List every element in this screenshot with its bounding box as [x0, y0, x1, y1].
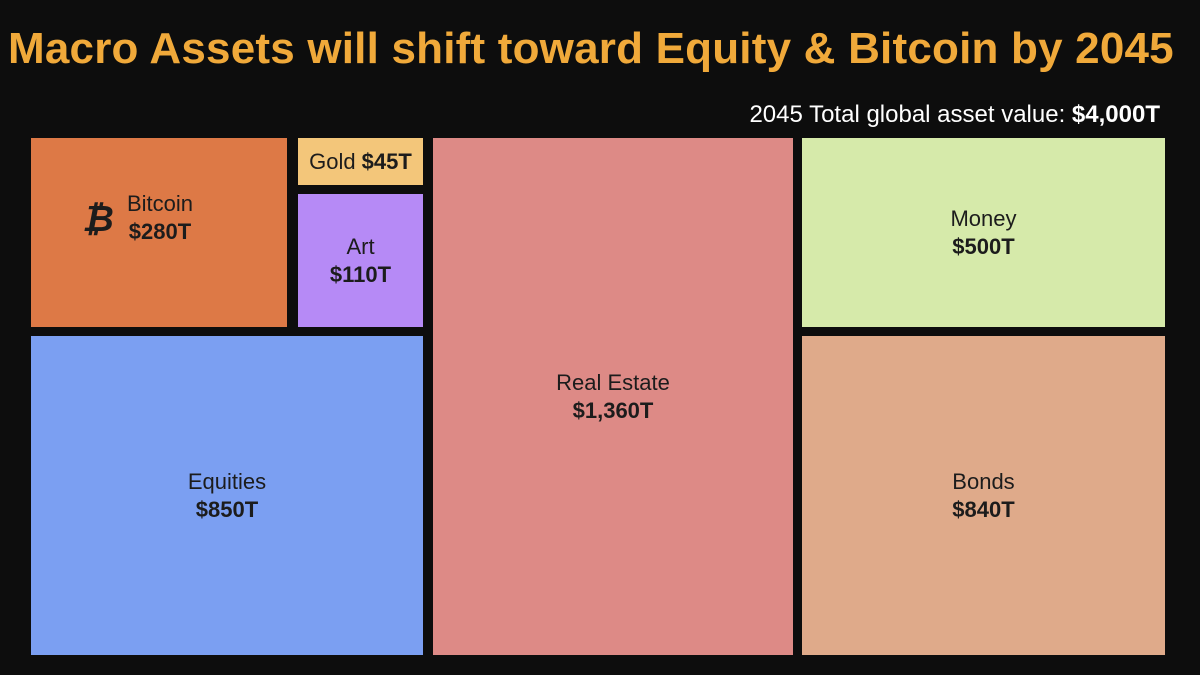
total-value: $4,000T [1071, 101, 1160, 128]
treemap-tile-money[interactable]: Money $500T [802, 138, 1165, 327]
tile-value: $280T [128, 218, 192, 244]
total-label: 2045 Total global asset value: [749, 101, 1066, 128]
tile-label: Equities [187, 468, 267, 494]
tile-label: Bonds [952, 468, 1015, 494]
bitcoin-icon: ₿ [82, 199, 114, 238]
treemap-tile-real-estate[interactable]: Real Estate $1,360T [433, 138, 793, 655]
tile-label: Bitcoin [126, 190, 194, 216]
tile-value: $500T [952, 233, 1015, 259]
tile-label: Money [950, 205, 1017, 231]
treemap-tile-bonds[interactable]: Bonds $840T [802, 336, 1165, 655]
treemap-tile-art[interactable]: Art $110T [298, 194, 423, 327]
tile-label: Gold [309, 148, 356, 174]
treemap-tile-gold[interactable]: Gold $45T [298, 138, 423, 185]
svg-text:₿: ₿ [82, 199, 114, 238]
tile-label: Art [346, 233, 375, 259]
tile-value: $110T [329, 261, 392, 287]
total-asset-value: 2045 Total global asset value: $4,000T [749, 101, 1160, 129]
tile-value: $45T [361, 148, 412, 174]
tile-value: $1,360T [572, 397, 654, 423]
tile-label: Real Estate [556, 369, 670, 395]
tile-value: $850T [195, 496, 259, 522]
page-title: Macro Assets will shift toward Equity & … [8, 24, 1174, 73]
treemap-tile-equities[interactable]: Equities $850T [31, 336, 423, 655]
treemap-tile-bitcoin[interactable]: ₿ Bitcoin $280T [31, 138, 287, 327]
tile-value: $840T [952, 496, 1015, 522]
